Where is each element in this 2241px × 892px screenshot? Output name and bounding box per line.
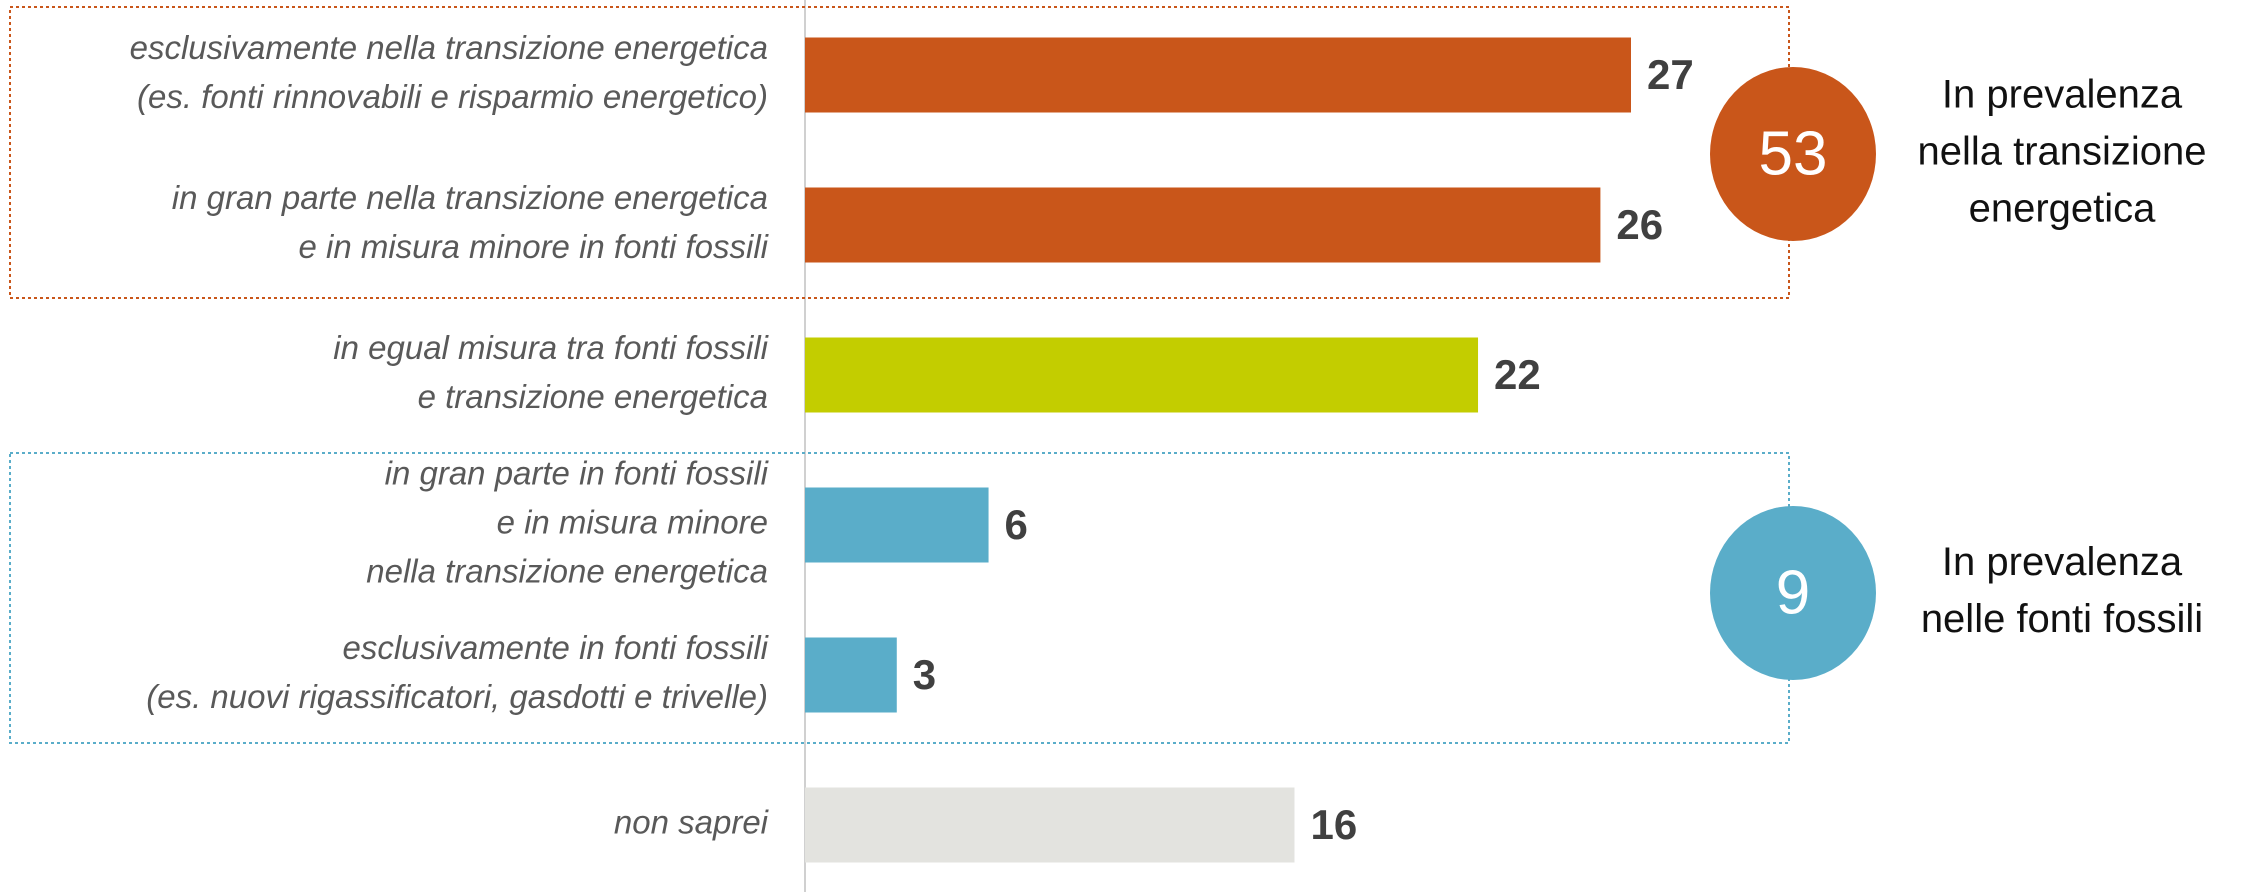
group-box — [9, 6, 1790, 299]
value-label: 16 — [1310, 801, 1357, 848]
value-label: 27 — [1647, 51, 1694, 98]
group-label: In prevalenza — [1942, 540, 2183, 584]
bar — [805, 487, 989, 563]
value-label: 6 — [1005, 501, 1028, 548]
value-label: 26 — [1616, 201, 1663, 248]
category-label: in egual misura tra fonti fossili — [333, 329, 769, 366]
group-label: energetica — [1969, 187, 2157, 231]
bar — [805, 787, 1295, 863]
category-label: esclusivamente in fonti fossili — [342, 629, 769, 666]
category-label: e transizione energetica — [418, 378, 768, 415]
category-label: e in misura minore in fonti fossili — [298, 228, 769, 265]
value-label: 3 — [913, 651, 936, 698]
group-value: 53 — [1759, 119, 1828, 188]
bar — [805, 37, 1631, 113]
category-label: in gran parte in fonti fossili — [385, 455, 770, 492]
category-label: (es. fonti rinnovabili e risparmio energ… — [137, 78, 768, 115]
bar — [805, 637, 897, 713]
bar — [805, 187, 1601, 263]
bar — [805, 337, 1479, 413]
group-circle — [1710, 67, 1876, 241]
category-label: non saprei — [614, 804, 770, 841]
category-label: nella transizione energetica — [366, 553, 768, 590]
group-value: 9 — [1776, 558, 1810, 627]
group-circle — [1710, 506, 1876, 680]
category-label: esclusivamente nella transizione energet… — [130, 29, 768, 66]
category-label: e in misura minore — [497, 504, 768, 541]
group-label: nelle fonti fossili — [1921, 597, 2203, 641]
group-box — [9, 452, 1790, 744]
group-label: In prevalenza — [1942, 73, 2183, 117]
category-label: (es. nuovi rigassificatori, gasdotti e t… — [146, 678, 768, 715]
group-label: nella transizione — [1917, 130, 2206, 174]
value-label: 22 — [1494, 351, 1541, 398]
category-label: in gran parte nella transizione energeti… — [172, 179, 768, 216]
